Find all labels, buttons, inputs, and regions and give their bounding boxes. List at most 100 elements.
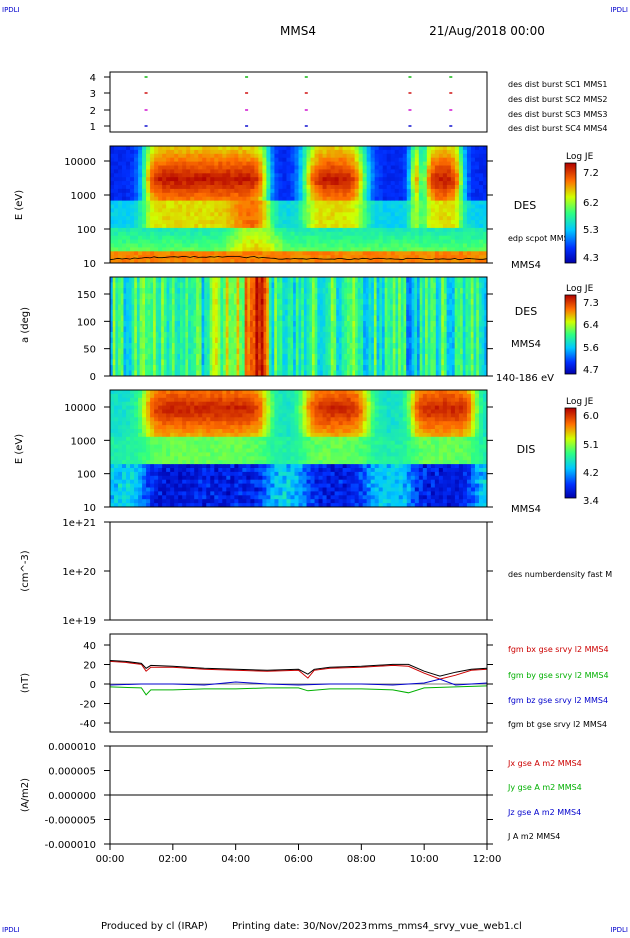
des-energy-cell: [254, 201, 259, 205]
des-energy-cell: [174, 189, 179, 193]
des-energy-cell: [198, 208, 203, 212]
des-energy-cell: [299, 158, 304, 162]
des-energy-cell: [206, 228, 211, 232]
des-energy-cell: [158, 197, 163, 201]
des-energy-cell: [347, 185, 352, 189]
des-energy-cell: [407, 220, 412, 224]
des-energy-cell: [299, 236, 304, 240]
des-energy-cell: [246, 162, 251, 166]
des-energy-cell: [395, 201, 400, 205]
des-energy-cell: [387, 158, 392, 162]
des-energy-cell: [359, 232, 364, 236]
des-energy-cell: [367, 232, 372, 236]
des-energy-cell: [447, 228, 452, 232]
des-energy-cell: [218, 251, 223, 255]
des-energy-cell: [250, 169, 255, 173]
des-energy-cell: [206, 208, 211, 212]
des-energy-cell: [391, 154, 396, 158]
des-energy-cell: [471, 244, 476, 248]
des-energy-cell: [335, 173, 340, 177]
des-energy-cell: [158, 181, 163, 185]
des-energy-cell: [327, 240, 332, 244]
des-energy-cell: [154, 228, 159, 232]
des-energy-cell: [222, 169, 227, 173]
des-energy-cell: [447, 169, 452, 173]
des-energy-cell: [158, 232, 163, 236]
des-energy-cell: [351, 177, 356, 181]
des-energy-cell: [194, 154, 199, 158]
des-energy-cell: [138, 220, 143, 224]
des-energy-cell: [250, 158, 255, 162]
des-energy-cell: [266, 224, 271, 228]
des-energy-cell: [395, 224, 400, 228]
des-energy-cell: [439, 162, 444, 166]
des-energy-cell: [254, 224, 259, 228]
des-energy-cell: [206, 220, 211, 224]
des-energy-cell: [206, 181, 211, 185]
des-energy-cell: [154, 197, 159, 201]
des-energy-cell: [403, 244, 408, 248]
des-energy-cell: [218, 173, 223, 177]
des-energy-cell: [451, 146, 456, 150]
des-energy-cell: [270, 154, 275, 158]
des-energy-cell: [463, 216, 468, 220]
des-energy-cell: [142, 150, 147, 154]
des-energy-cell: [158, 205, 163, 209]
des-energy-cell: [363, 158, 368, 162]
des-energy-cell: [311, 216, 316, 220]
des-energy-cell: [282, 162, 287, 166]
des-energy-cell: [455, 169, 460, 173]
plot-date: 21/Aug/2018 00:00: [429, 24, 545, 38]
des-energy-cell: [130, 193, 135, 197]
des-energy-cell: [479, 251, 484, 255]
des-energy-cell: [415, 197, 420, 201]
des-energy-cell: [254, 150, 259, 154]
des-energy-cell: [355, 212, 360, 216]
des-energy-cell: [266, 228, 271, 232]
des-energy-cell: [158, 193, 163, 197]
des-energy-cell: [363, 212, 368, 216]
des-energy-cell: [258, 197, 263, 201]
des-energy-cell: [479, 162, 484, 166]
des-energy-cell: [447, 208, 452, 212]
des-energy-cell: [323, 181, 328, 185]
des-energy-cell: [299, 228, 304, 232]
corner-label-top-right: IPDLI: [610, 6, 628, 14]
des-energy-cell: [411, 166, 416, 170]
des-energy-cell: [403, 197, 408, 201]
des-energy-cell: [307, 224, 312, 228]
des-energy-cell: [170, 154, 175, 158]
des-energy-cell: [443, 197, 448, 201]
des-energy-cell: [238, 154, 243, 158]
des-energy-cell: [371, 244, 376, 248]
des-energy-cell: [331, 201, 336, 205]
des-energy-cell: [294, 166, 299, 170]
des-energy-cell: [138, 146, 143, 150]
des-energy-cell: [214, 220, 219, 224]
des-energy-cell: [126, 228, 131, 232]
des-energy-cell: [479, 177, 484, 181]
des-energy-cell: [391, 216, 396, 220]
des-energy-cell: [250, 205, 255, 209]
des-energy-cell: [467, 228, 472, 232]
des-energy-cell: [411, 173, 416, 177]
des-energy-cell: [411, 177, 416, 181]
des-pitch-heatmap: [110, 277, 488, 377]
des-energy-cell: [431, 205, 436, 209]
des-energy-cell: [242, 208, 247, 212]
des-energy-cell: [198, 228, 203, 232]
des-energy-cell: [138, 208, 143, 212]
des-energy-cell: [387, 208, 392, 212]
des-energy-cell: [150, 205, 155, 209]
des-energy-cell: [262, 177, 267, 181]
des-energy-cell: [266, 158, 271, 162]
des-energy-cell: [355, 205, 360, 209]
des-energy-cell: [379, 173, 384, 177]
des-energy-cell: [343, 150, 348, 154]
des-energy-cell: [190, 240, 195, 244]
des-energy-cell: [335, 232, 340, 236]
des-energy-cell: [387, 173, 392, 177]
des-energy-cell: [371, 251, 376, 255]
des-energy-cell: [178, 216, 183, 220]
des-energy-cell: [114, 208, 119, 212]
